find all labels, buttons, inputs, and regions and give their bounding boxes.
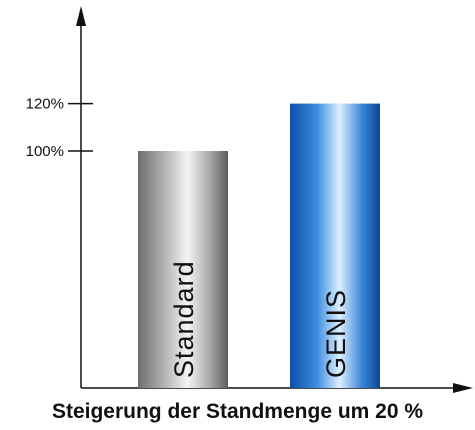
x-axis-arrow-icon xyxy=(453,383,473,393)
bar-standard xyxy=(138,151,228,388)
y-tick-label-100: 100% xyxy=(26,143,64,160)
y-axis-arrow-icon xyxy=(76,6,86,26)
chart-title: Steigerung der Standmenge um 20 % xyxy=(51,400,424,423)
bar-genis xyxy=(290,103,380,388)
bar-label-standard: Standard xyxy=(169,260,199,378)
y-tick-label-120: 120% xyxy=(26,96,64,113)
bar-label-genis: GENIS xyxy=(321,289,351,378)
